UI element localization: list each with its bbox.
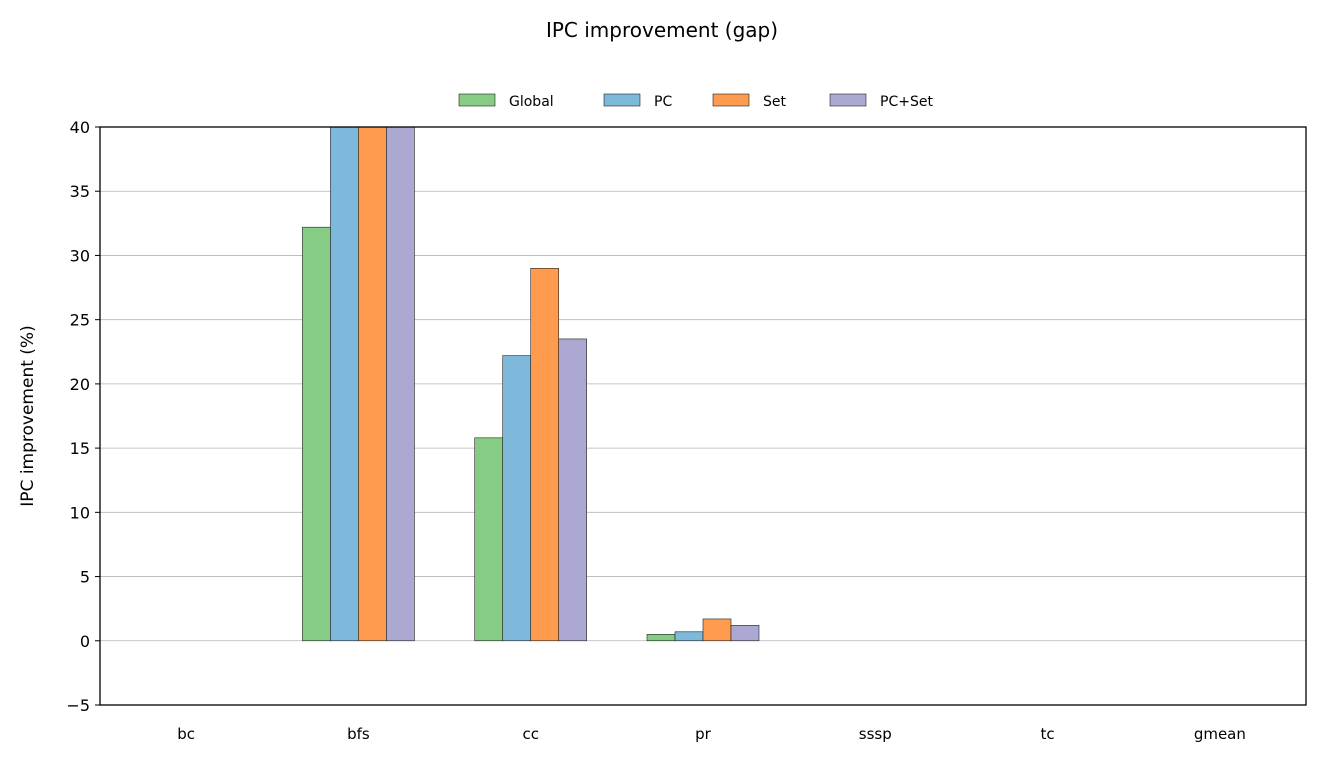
y-tick-label: 0 xyxy=(80,632,90,651)
bar-pr-set xyxy=(702,618,732,642)
bar-cc-pc-set xyxy=(558,338,588,642)
bar-cc-global xyxy=(474,437,504,642)
legend-label: PC+Set xyxy=(880,94,933,110)
y-axis: −5 0 5 10 15 20 25 30 35 40 xyxy=(66,118,100,715)
bar-bfs-pc-set xyxy=(386,126,415,642)
bar-bfs-set xyxy=(358,126,387,642)
bar-pr-pc xyxy=(674,631,704,642)
bar-pr-global xyxy=(646,634,676,642)
x-tick-label: tc xyxy=(1041,725,1055,743)
y-tick-label: 40 xyxy=(70,118,90,137)
x-tick-label: pr xyxy=(695,725,712,743)
y-tick-label: 25 xyxy=(70,311,90,330)
x-tick-label: bc xyxy=(177,725,195,743)
y-tick-label: 15 xyxy=(70,439,90,458)
y-tick-label: 35 xyxy=(70,182,90,201)
y-tick-label: 10 xyxy=(70,503,90,522)
legend-swatch xyxy=(712,93,750,107)
plot-frame xyxy=(99,126,1307,706)
legend-swatch xyxy=(603,93,641,107)
y-tick-label: −5 xyxy=(66,696,90,715)
legend-swatch xyxy=(829,93,867,107)
x-tick-label: cc xyxy=(522,725,539,743)
x-axis: bc bfs cc pr sssp tc gmean xyxy=(177,725,1246,743)
bar-cc-pc xyxy=(502,355,532,642)
x-tick-label: gmean xyxy=(1194,725,1246,743)
legend-label: PC xyxy=(654,94,672,110)
legend-swatch xyxy=(458,93,496,107)
bar-cc-set xyxy=(530,267,560,642)
bar-bfs-global xyxy=(302,226,331,642)
legend-label: Global xyxy=(509,94,554,110)
y-tick-label: 20 xyxy=(70,375,90,394)
bar-bfs-pc xyxy=(330,126,359,642)
bar-pr-pc-set xyxy=(730,625,760,642)
y-tick-label: 30 xyxy=(70,246,90,265)
gridlines xyxy=(100,190,1306,642)
y-tick-label: 5 xyxy=(80,568,90,587)
legend-label: Set xyxy=(763,94,787,110)
y-axis-label: IPC improvement (%) xyxy=(18,325,38,506)
chart-title: IPC improvement (gap) xyxy=(546,18,778,42)
x-tick-label: bfs xyxy=(347,725,370,743)
legend: Global PC Set PC+Set xyxy=(458,93,933,110)
x-tick-label: sssp xyxy=(859,725,892,743)
bars xyxy=(302,126,760,642)
